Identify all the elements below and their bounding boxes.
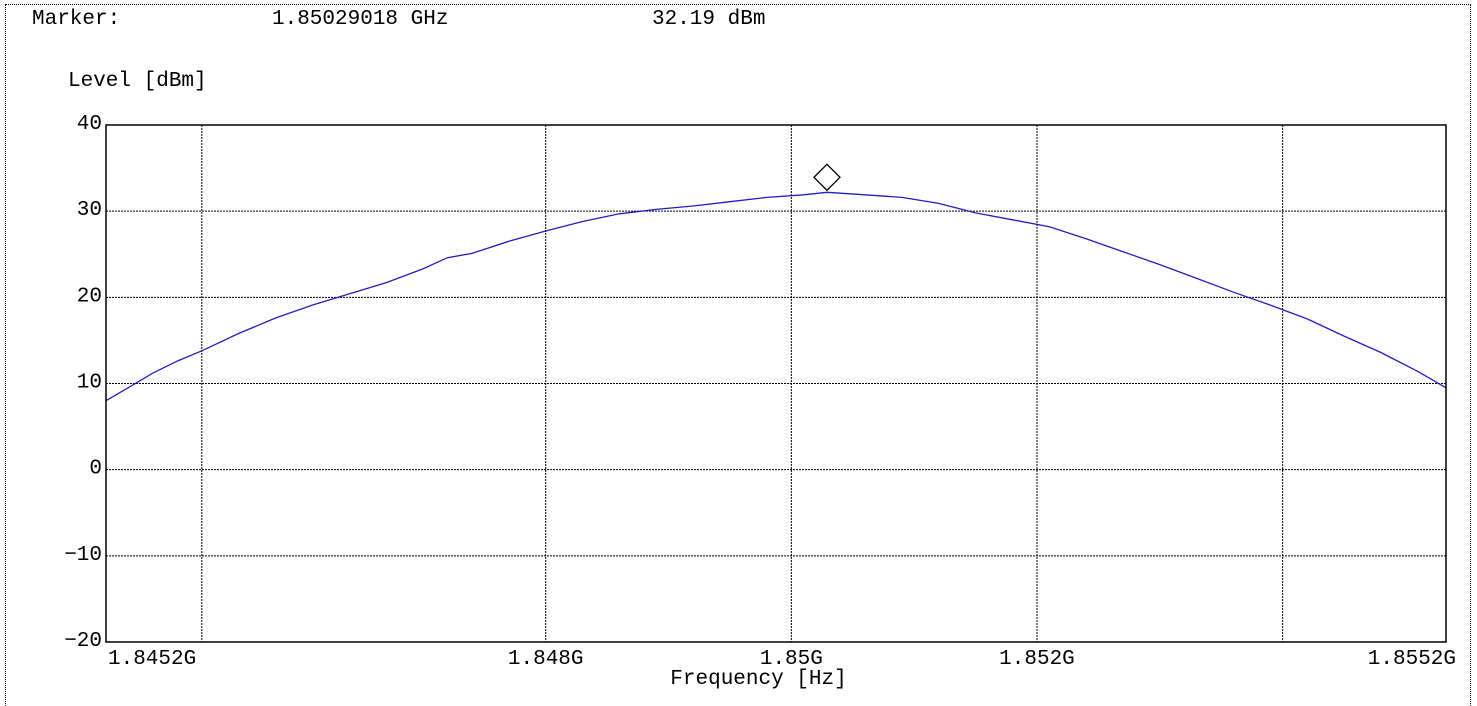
- x-tick-labels: 1.8452G 1.848G 1.85G 1.852G 1.8552G: [108, 648, 1456, 671]
- marker-label: Marker:: [32, 8, 121, 31]
- y-tick-label-4: 0: [89, 458, 102, 481]
- chart-frame: [5, 4, 1471, 706]
- marker-frequency: 1.85029018 GHz: [272, 8, 449, 31]
- grid-layer: [106, 124, 1446, 643]
- y-tick-labels: 40 30 20 10 0 −10 −20: [64, 113, 102, 653]
- y-tick-label-1: 30: [77, 199, 102, 222]
- marker-level: 32.19 dBm: [652, 8, 766, 31]
- series-layer: [105, 191, 1447, 402]
- series-line-0: [105, 191, 1447, 402]
- marker-layer: [813, 163, 841, 192]
- x-tick-label-1: 1.848G: [508, 648, 584, 671]
- y-tick-label-3: 10: [77, 372, 102, 395]
- y-tick-label-5: −10: [64, 544, 102, 567]
- marker-diamond: [813, 163, 841, 192]
- x-tick-label-0: 1.8452G: [108, 648, 196, 671]
- y-tick-label-6: −20: [64, 630, 102, 653]
- x-tick-label-3: 1.852G: [999, 648, 1075, 671]
- x-axis-title: Frequency [Hz]: [670, 668, 847, 691]
- y-axis-title: Level [dBm]: [68, 70, 207, 93]
- x-tick-label-4: 1.8552G: [1368, 648, 1456, 671]
- y-tick-label-0: 40: [77, 113, 102, 136]
- x-tick-label-2: 1.85G: [760, 648, 823, 671]
- plot-border: [105, 124, 1447, 643]
- y-tick-label-2: 20: [77, 285, 102, 308]
